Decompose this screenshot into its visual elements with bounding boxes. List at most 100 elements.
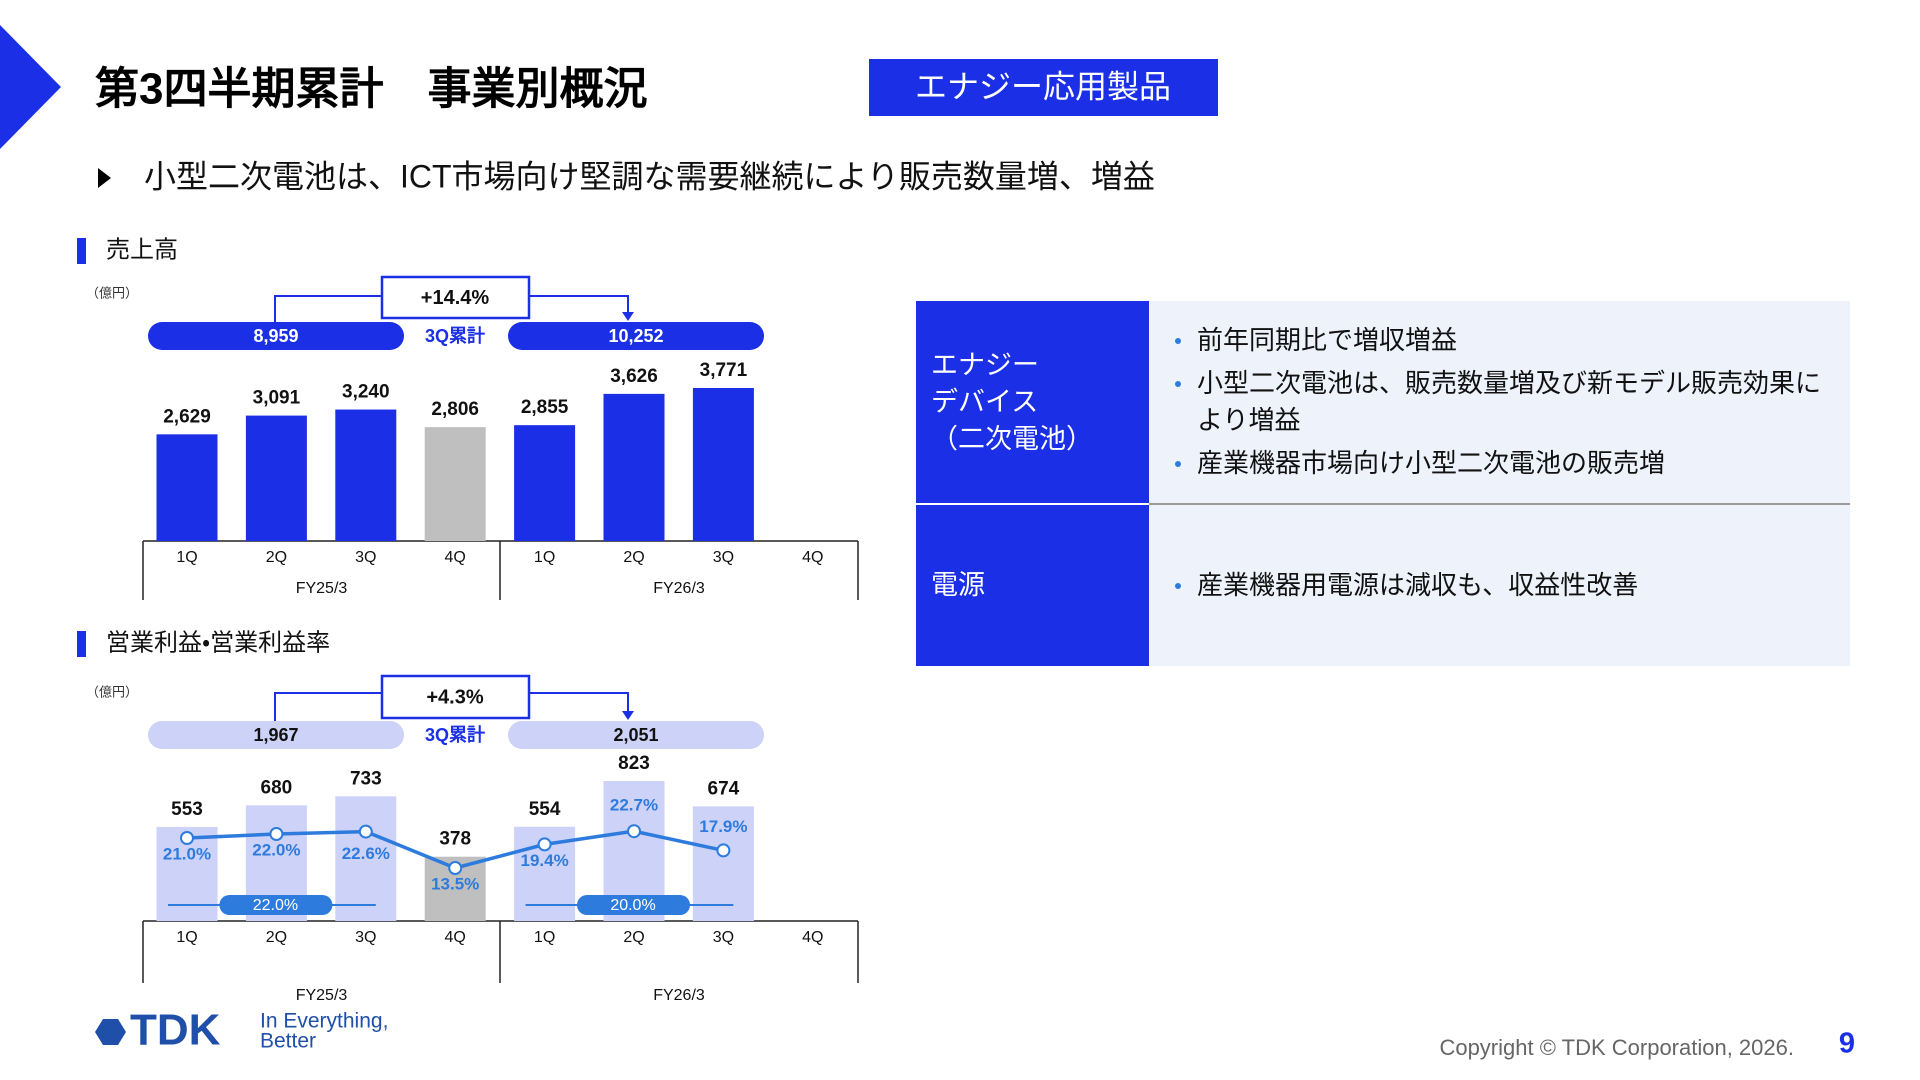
x-tick-label: 2Q bbox=[266, 929, 287, 946]
bracket bbox=[274, 295, 629, 322]
group-label: FY26/3 bbox=[653, 580, 705, 597]
summary-label: 3Q累計 bbox=[425, 325, 485, 346]
logo-emblem bbox=[95, 1019, 126, 1045]
average-label: 22.0% bbox=[253, 897, 298, 914]
points-cell: 産業機器用電源は減収も、収益性改善 bbox=[1149, 503, 1850, 666]
segment-line: エナジー bbox=[931, 349, 1039, 380]
x-tick-label: 3Q bbox=[713, 929, 734, 946]
x-tick-label: 3Q bbox=[355, 929, 376, 946]
margin-point bbox=[448, 861, 463, 875]
value-label: 674 bbox=[708, 778, 740, 799]
table-row: エナジーデバイス （二次電池） 前年同期比で増収増益 小型二次電池は、販売数量増及び新… bbox=[916, 301, 1850, 503]
tagline: Better bbox=[260, 1030, 316, 1053]
bar bbox=[245, 415, 307, 541]
margin-label: 22.7% bbox=[610, 796, 658, 815]
bar bbox=[603, 393, 665, 541]
section-marker bbox=[77, 631, 86, 657]
copyright: Copyright © TDK Corporation, 2026. bbox=[1439, 1035, 1794, 1060]
x-tick-label: 3Q bbox=[713, 549, 734, 566]
value-label: 2,806 bbox=[431, 399, 479, 420]
slide-title: 第3四半期累計 事業別概況 bbox=[95, 65, 647, 114]
logo-text: TDK bbox=[130, 1006, 221, 1055]
average-pill bbox=[219, 895, 333, 915]
lead-marker bbox=[98, 168, 111, 188]
x-tick-label: 4Q bbox=[445, 549, 466, 566]
point-item: 前年同期比で増収増益 bbox=[1173, 322, 1832, 359]
margin-point bbox=[537, 837, 552, 852]
bar bbox=[514, 425, 576, 541]
summary-total: 10,252 bbox=[608, 326, 663, 346]
bar bbox=[692, 806, 754, 921]
summary-pill bbox=[508, 721, 764, 749]
margin-point bbox=[269, 827, 284, 841]
summary-label: 3Q累計 bbox=[425, 724, 485, 745]
lead-text: 小型二次電池は、ICT市場向け堅調な需要継続により販売数量増、増益 bbox=[144, 158, 1155, 194]
bar bbox=[335, 409, 397, 541]
x-tick-label: 4Q bbox=[802, 549, 823, 566]
x-tick-label: 3Q bbox=[355, 549, 376, 566]
bracket-arrow bbox=[622, 711, 634, 720]
section-title: 売上高 bbox=[106, 236, 178, 263]
x-tick-label: 2Q bbox=[623, 929, 644, 946]
group-label: FY25/3 bbox=[296, 987, 348, 1004]
bullet bbox=[1175, 381, 1181, 387]
unit-label: （億円） bbox=[86, 684, 138, 699]
average-label: 20.0% bbox=[610, 897, 655, 914]
point-item: 産業機器市場向け小型二次電池の販売増 bbox=[1173, 445, 1832, 482]
margin-label: 22.6% bbox=[342, 844, 390, 863]
bar bbox=[424, 427, 486, 541]
value-label: 3,626 bbox=[610, 366, 658, 387]
margin-point bbox=[180, 831, 194, 845]
value-label: 378 bbox=[439, 829, 471, 850]
x-tick-label: 1Q bbox=[534, 929, 555, 946]
value-label: 733 bbox=[350, 768, 382, 789]
value-label: 2,855 bbox=[521, 397, 569, 418]
x-tick-label: 2Q bbox=[266, 549, 287, 566]
point-text: 前年同期比で増収増益 bbox=[1197, 325, 1458, 355]
margin-point bbox=[627, 824, 641, 839]
segment-line: （二次電池） bbox=[931, 423, 1093, 454]
growth-box bbox=[380, 275, 531, 320]
title-arrow bbox=[0, 25, 61, 149]
growth-label: +4.3% bbox=[426, 686, 483, 708]
summary-total: 1,967 bbox=[253, 725, 298, 745]
margin-point bbox=[358, 824, 373, 839]
value-label: 823 bbox=[618, 753, 650, 774]
table-row: 電源 産業機器用電源は減収も、収益性改善 bbox=[916, 503, 1850, 666]
x-tick-label: 2Q bbox=[623, 549, 644, 566]
bar bbox=[692, 388, 754, 541]
segment-table: エナジーデバイス （二次電池） 前年同期比で増収増益 小型二次電池は、販売数量増及び新… bbox=[916, 301, 1850, 666]
margin-label: 17.9% bbox=[699, 817, 747, 836]
tagline: In Everything, bbox=[260, 1010, 388, 1033]
bracket bbox=[274, 692, 629, 721]
points-cell: 前年同期比で増収増益 小型二次電池は、販売数量増及び新モデル販売効果により増益 産業… bbox=[1149, 301, 1850, 503]
summary-total: 8,959 bbox=[253, 326, 298, 346]
value-label: 3,091 bbox=[253, 388, 301, 409]
group-label: FY26/3 bbox=[653, 987, 705, 1004]
value-label: 553 bbox=[171, 799, 203, 820]
value-label: 554 bbox=[529, 799, 561, 820]
average-pill bbox=[577, 895, 690, 915]
bracket-arrow bbox=[622, 312, 634, 321]
summary-pill bbox=[508, 322, 764, 350]
margin-point bbox=[716, 843, 731, 858]
margin-label: 19.4% bbox=[520, 851, 568, 870]
segment-line: 電源 bbox=[931, 570, 985, 600]
growth-box bbox=[380, 674, 531, 720]
unit-label: （億円） bbox=[86, 285, 138, 300]
tag-box bbox=[869, 59, 1218, 116]
summary-total: 2,051 bbox=[613, 725, 658, 745]
point-text: 産業機器用電源は減収も、収益性改善 bbox=[1197, 570, 1639, 600]
segment-line: デバイス bbox=[931, 386, 1039, 417]
value-label: 680 bbox=[261, 777, 293, 798]
segment-cell: 電源 bbox=[916, 503, 1149, 666]
section-marker bbox=[77, 238, 86, 264]
page-number: 9 bbox=[1839, 1028, 1855, 1060]
margin-label: 13.5% bbox=[431, 874, 479, 893]
value-label: 2,629 bbox=[163, 406, 211, 427]
bullet bbox=[1175, 583, 1181, 589]
x-tick-label: 4Q bbox=[802, 929, 823, 946]
margin-label: 21.0% bbox=[163, 844, 211, 863]
